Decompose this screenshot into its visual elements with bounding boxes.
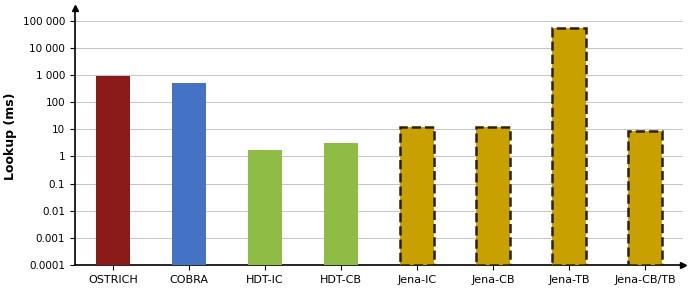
Bar [476, 127, 511, 289]
Bar [400, 127, 434, 289]
Bar [552, 28, 587, 289]
Bar [628, 131, 663, 289]
Bar [172, 83, 206, 289]
Bar [324, 143, 358, 289]
Bar [248, 150, 282, 289]
Bar [96, 75, 130, 289]
Y-axis label: Lookup (ms): Lookup (ms) [4, 93, 17, 180]
